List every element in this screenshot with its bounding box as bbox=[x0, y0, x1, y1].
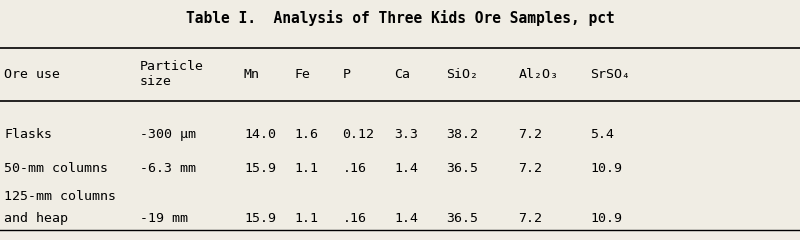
Text: 14.0: 14.0 bbox=[244, 128, 276, 141]
Text: Particle
size: Particle size bbox=[140, 60, 204, 88]
Text: 7.2: 7.2 bbox=[518, 212, 542, 225]
Text: 36.5: 36.5 bbox=[446, 212, 478, 225]
Text: 15.9: 15.9 bbox=[244, 212, 276, 225]
Text: 1.4: 1.4 bbox=[394, 212, 418, 225]
Text: 50-mm columns: 50-mm columns bbox=[4, 162, 108, 174]
Text: Table I.  Analysis of Three Kids Ore Samples, pct: Table I. Analysis of Three Kids Ore Samp… bbox=[186, 10, 614, 26]
Text: -19 mm: -19 mm bbox=[140, 212, 188, 225]
Text: 7.2: 7.2 bbox=[518, 128, 542, 141]
Text: Al₂O₃: Al₂O₃ bbox=[518, 68, 558, 81]
Text: .16: .16 bbox=[342, 212, 366, 225]
Text: SiO₂: SiO₂ bbox=[446, 68, 478, 81]
Text: Ca: Ca bbox=[394, 68, 410, 81]
Text: P: P bbox=[342, 68, 350, 81]
Text: 7.2: 7.2 bbox=[518, 162, 542, 174]
Text: 3.3: 3.3 bbox=[394, 128, 418, 141]
Text: 1.4: 1.4 bbox=[394, 162, 418, 174]
Text: 1.1: 1.1 bbox=[294, 162, 318, 174]
Text: Fe: Fe bbox=[294, 68, 310, 81]
Text: 5.4: 5.4 bbox=[590, 128, 614, 141]
Text: .16: .16 bbox=[342, 162, 366, 174]
Text: 10.9: 10.9 bbox=[590, 162, 622, 174]
Text: 36.5: 36.5 bbox=[446, 162, 478, 174]
Text: 15.9: 15.9 bbox=[244, 162, 276, 174]
Text: -6.3 mm: -6.3 mm bbox=[140, 162, 196, 174]
Text: 1.1: 1.1 bbox=[294, 212, 318, 225]
Text: Mn: Mn bbox=[244, 68, 260, 81]
Text: Flasks: Flasks bbox=[4, 128, 52, 141]
Text: 1.6: 1.6 bbox=[294, 128, 318, 141]
Text: 38.2: 38.2 bbox=[446, 128, 478, 141]
Text: SrSO₄: SrSO₄ bbox=[590, 68, 630, 81]
Text: 10.9: 10.9 bbox=[590, 212, 622, 225]
Text: 125-mm columns: 125-mm columns bbox=[4, 190, 116, 203]
Text: and heap: and heap bbox=[4, 212, 68, 225]
Text: 0.12: 0.12 bbox=[342, 128, 374, 141]
Text: Ore use: Ore use bbox=[4, 68, 60, 81]
Text: -300 μm: -300 μm bbox=[140, 128, 196, 141]
